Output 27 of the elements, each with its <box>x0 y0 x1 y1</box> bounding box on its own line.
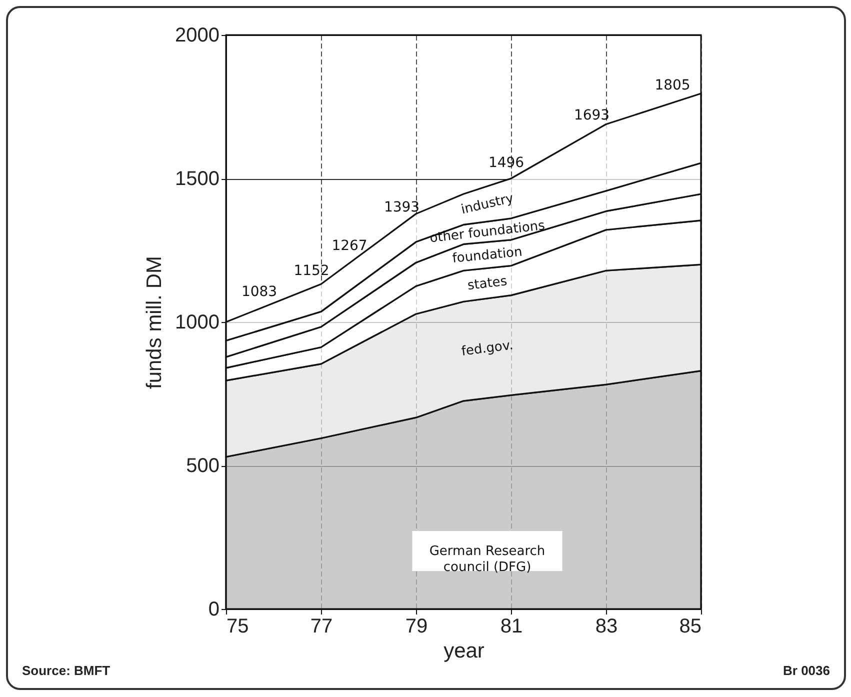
series-label: foundation <box>452 244 523 266</box>
y-tick-label: 1500 <box>175 168 220 190</box>
x-tick-label: 75 <box>226 616 249 638</box>
y-tick-label: 2000 <box>175 24 220 46</box>
y-tick-label: 500 <box>186 455 220 477</box>
series-label: German Research council (DFG) <box>429 544 546 575</box>
annotation: 1152 <box>294 262 330 279</box>
text: Br 0036 <box>783 663 830 678</box>
x-tick-label: 83 <box>595 616 618 638</box>
y-tick-label: 1000 <box>175 312 220 334</box>
series-label: industry <box>460 191 516 218</box>
annotation: 1393 <box>384 199 420 216</box>
source-note: Source: BMFT <box>22 663 110 678</box>
series-label: states <box>466 274 508 294</box>
x-axis-title: year <box>444 640 484 662</box>
annotation: 1083 <box>241 284 278 300</box>
x-tick-label: 79 <box>405 616 428 638</box>
x-tick-label: 81 <box>500 616 523 638</box>
y-axis-title: funds mill. DM <box>143 256 166 390</box>
x-tick-label: 77 <box>310 616 333 638</box>
y-tick-label: 0 <box>208 598 220 620</box>
annotation: 1805 <box>654 78 690 94</box>
annotation: 1496 <box>488 154 524 171</box>
x-tick-label: 85 <box>679 616 702 638</box>
annotation: 1693 <box>574 107 610 124</box>
series-label: fed.gov. <box>460 338 514 360</box>
annotation: 1267 <box>332 238 368 254</box>
